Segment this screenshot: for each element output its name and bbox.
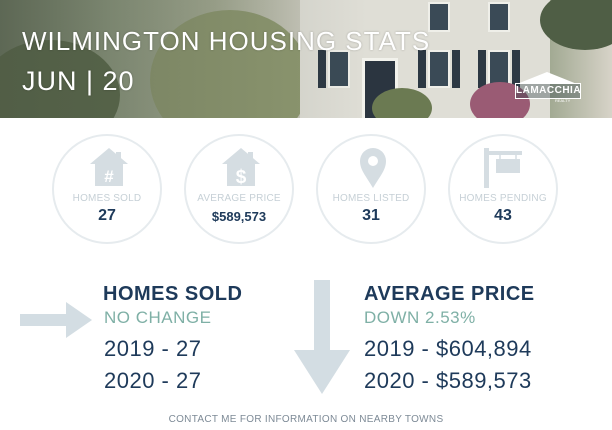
- homes-sold-title: HOMES SOLD: [103, 283, 243, 305]
- brand-logo: LAMACCHIA REALTY: [515, 72, 581, 103]
- stat-value: 31: [362, 207, 380, 224]
- stat-value: $589,573: [211, 209, 267, 224]
- homes-sold-2019: 2019 - 27: [104, 336, 202, 361]
- stat-label: HOMES LISTED: [332, 193, 410, 204]
- logo-text: LAMACCHIA: [515, 83, 581, 99]
- stat-value: 27: [98, 207, 116, 224]
- report-date: JUN | 20: [22, 66, 135, 96]
- stat-average-price: $ AVERAGE PRICE $589,573: [184, 134, 294, 244]
- homes-sold-change: NO CHANGE: [104, 308, 212, 327]
- logo-roof-icon: [517, 72, 577, 84]
- svg-text:$: $: [236, 167, 247, 188]
- logo-subtext: REALTY: [555, 98, 571, 103]
- tree-shape: [150, 10, 310, 118]
- sign-post-icon: [450, 146, 560, 188]
- header-overlay: [0, 0, 612, 118]
- arrow-right-icon: [20, 302, 92, 338]
- stat-label: AVERAGE PRICE: [197, 193, 281, 204]
- shrub-shape: [470, 82, 530, 118]
- stat-homes-sold: # HOMES SOLD 27: [52, 134, 162, 244]
- footer-cta: CONTACT ME FOR INFORMATION ON NEARBY TOW…: [168, 414, 444, 425]
- svg-text:#: #: [104, 167, 114, 186]
- average-price-change: DOWN 2.53%: [364, 308, 476, 327]
- stat-homes-listed: HOMES LISTED 31: [316, 134, 426, 244]
- stat-label: HOMES PENDING: [459, 193, 547, 204]
- arrow-down-icon: [294, 280, 350, 394]
- stat-homes-pending: HOMES PENDING 43: [448, 134, 558, 244]
- stat-label: HOMES SOLD: [72, 193, 142, 204]
- map-pin-icon: [318, 146, 428, 188]
- shrub-shape: [372, 88, 432, 118]
- homes-sold-2020: 2020 - 27: [104, 368, 202, 393]
- stat-value: 43: [494, 207, 512, 224]
- header-banner: WILMINGTON HOUSING STATS JUN | 20 LAMACC…: [0, 0, 612, 118]
- average-price-2020: 2020 - $589,573: [364, 368, 532, 393]
- house-dollar-icon: $: [186, 146, 296, 188]
- page-title: WILMINGTON HOUSING STATS: [22, 26, 431, 56]
- house-hash-icon: #: [54, 146, 164, 188]
- average-price-title: AVERAGE PRICE: [364, 283, 535, 305]
- average-price-2019: 2019 - $604,894: [364, 336, 532, 361]
